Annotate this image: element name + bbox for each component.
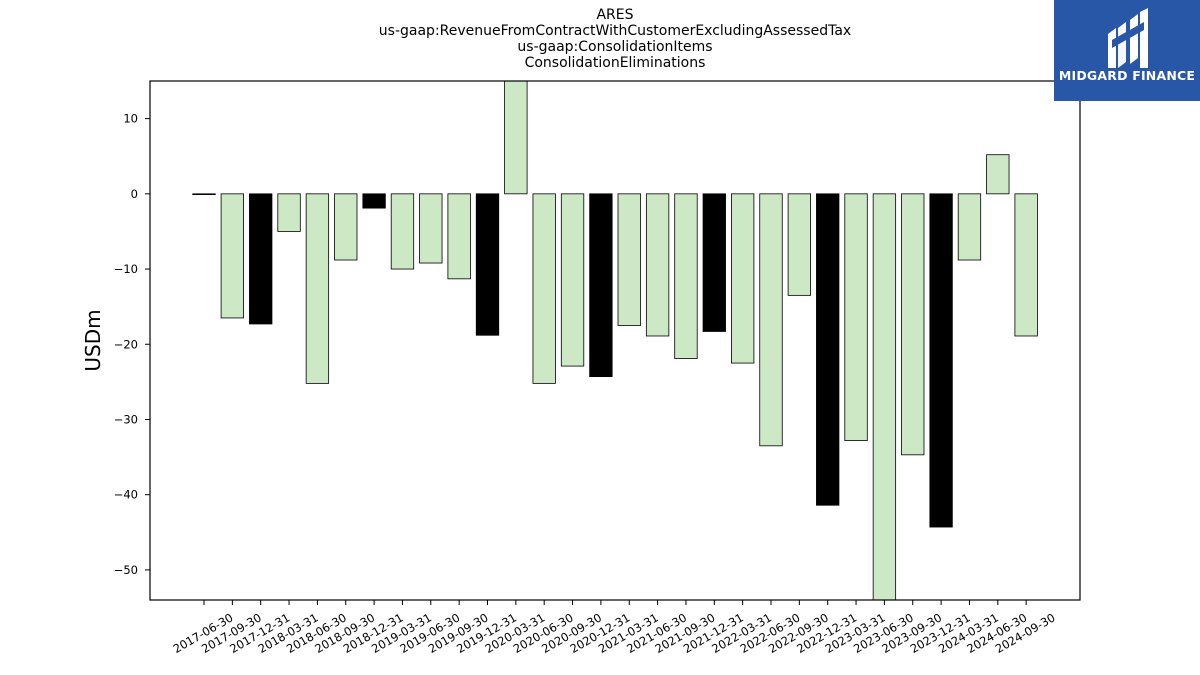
bar-2019-03-31 [390, 193, 415, 270]
y-tick-label: −50 [114, 563, 138, 577]
bar-2019-09-30 [447, 193, 471, 280]
bar-2018-03-31 [277, 193, 301, 232]
plot-frame [149, 80, 1081, 601]
bar-2021-06-30 [645, 193, 670, 337]
bar-2021-12-31 [702, 193, 726, 332]
bar-2018-09-30 [334, 193, 358, 261]
bar-2023-12-31 [929, 193, 953, 528]
bar-2018-06-30 [305, 193, 330, 384]
brand-logo: MIDGARD FINANCE [1054, 0, 1200, 101]
bar-2020-03-31 [504, 81, 528, 195]
bar-2023-09-30 [901, 193, 925, 456]
bar-2017-09-30 [220, 193, 245, 319]
y-tick-label: 10 [123, 112, 138, 126]
bar-2020-09-30 [560, 193, 585, 367]
y-tick-label: −30 [114, 412, 138, 426]
bar-2019-06-30 [419, 193, 443, 264]
chart-title-line-3: us-gaap:ConsolidationItems [517, 39, 713, 55]
midgard-logo-icon [1108, 8, 1148, 68]
y-tick-label: −10 [114, 262, 138, 276]
y-tick-label: 0 [131, 187, 138, 201]
bars-group [192, 81, 1038, 600]
chart-title-line-1: ARES [596, 7, 634, 23]
bar-2022-09-30 [787, 193, 811, 296]
bar-2023-06-30 [872, 193, 897, 600]
bar-2022-12-31 [816, 193, 840, 506]
bar-2019-12-31 [475, 193, 500, 336]
y-tick-label: −20 [114, 337, 138, 351]
bar-2023-03-31 [844, 193, 868, 441]
bar-2021-03-31 [617, 193, 641, 326]
bar-2022-06-30 [759, 193, 783, 447]
bar-2020-12-31 [589, 193, 613, 378]
bar-2017-12-31 [249, 193, 273, 325]
chart-title-line-2: us-gaap:RevenueFromContractWithCustomerE… [378, 23, 852, 39]
bar-2024-03-31 [957, 193, 982, 261]
bar-2024-09-30 [1014, 193, 1038, 337]
bar-2020-06-30 [532, 193, 556, 384]
bar-2017-06-30 [192, 193, 216, 195]
bar-2018-12-31 [362, 193, 386, 209]
bar-2021-09-30 [674, 193, 698, 359]
y-tick-label: −40 [114, 488, 138, 502]
bar-2024-06-30 [986, 154, 1010, 195]
chart-title-line-4: ConsolidationEliminations [524, 55, 706, 71]
y-axis-label: USDm [81, 309, 105, 371]
bar-2022-03-31 [731, 193, 755, 364]
logo-text: MIDGARD FINANCE [1058, 68, 1196, 83]
